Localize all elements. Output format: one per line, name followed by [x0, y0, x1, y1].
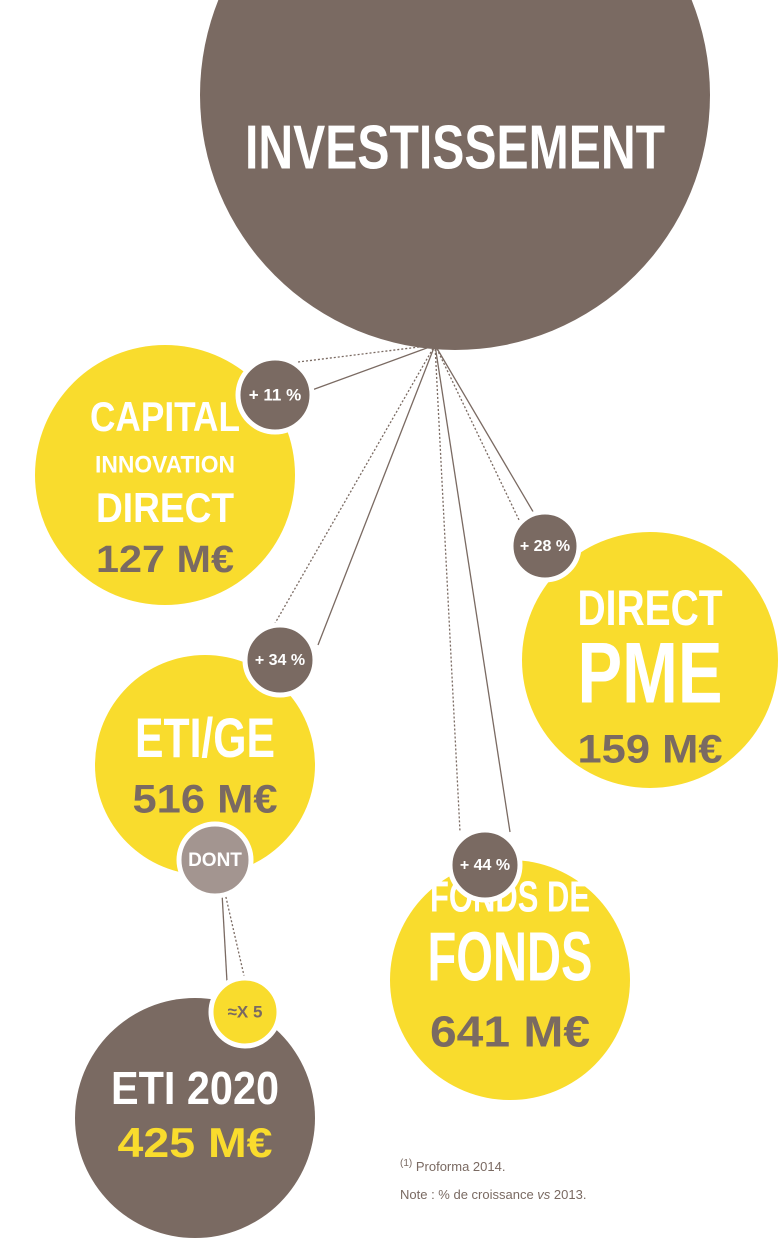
- footnote-mark: (1): [400, 1158, 412, 1169]
- node-label: DIRECT: [578, 580, 723, 636]
- solid-line: [434, 344, 511, 833]
- sub-circle: [75, 998, 315, 1238]
- connector-label: DONT: [188, 850, 242, 871]
- footnote-text: Note : % de croissance: [400, 1187, 537, 1202]
- node-label: ETI/GE: [135, 706, 275, 769]
- node-circle: [35, 345, 295, 605]
- growth-badge: [235, 355, 315, 435]
- node-circle: [95, 655, 315, 875]
- dotted-line: [269, 344, 436, 633]
- solid-line: [311, 344, 436, 391]
- growth-label: + 34 %: [255, 652, 305, 669]
- growth-label: + 28 %: [520, 538, 570, 555]
- growth-label: + 11 %: [249, 385, 301, 404]
- node-circle: [390, 860, 630, 1100]
- footnote-text: 2013.: [550, 1187, 586, 1202]
- node-label: DIRECT: [96, 484, 234, 531]
- dotted-line: [224, 892, 246, 981]
- connectors: [221, 344, 536, 1001]
- hub-circle: [200, 0, 710, 350]
- footnote: (1) Proforma 2014.: [400, 1158, 505, 1175]
- node-amount: 127 M€: [96, 539, 234, 581]
- growth-badge: [447, 827, 523, 903]
- footnote: Note : % de croissance vs 2013.: [400, 1187, 586, 1202]
- node-label: PME: [578, 626, 723, 722]
- connector-badge: [176, 821, 254, 899]
- dotted-line: [249, 344, 436, 369]
- growth-badge: [208, 975, 282, 1049]
- footnote-text: Proforma 2014.: [412, 1159, 505, 1174]
- node-label: CAPITAL: [90, 393, 240, 440]
- node-amount: 159 M€: [578, 728, 723, 772]
- node-label: FONDS: [428, 917, 593, 995]
- dotted-line: [434, 344, 521, 523]
- footnote-text: vs: [537, 1187, 551, 1202]
- node-amount: 516 M€: [133, 778, 278, 822]
- growth-label: ≈X 5: [228, 1002, 263, 1021]
- sub-label: ETI 2020: [111, 1062, 279, 1114]
- solid-line: [317, 344, 436, 646]
- node-circle: [522, 532, 778, 788]
- title: INVESTISSEMENT: [245, 113, 665, 182]
- dotted-line: [434, 344, 461, 833]
- growth-label: + 44 %: [460, 857, 510, 874]
- solid-line: [434, 344, 536, 516]
- sub-amount: 425 M€: [118, 1119, 273, 1166]
- growth-badge: [242, 622, 318, 698]
- node-amount: 641 M€: [430, 1008, 590, 1057]
- node-label: INNOVATION: [95, 451, 235, 478]
- growth-badge: [508, 509, 582, 583]
